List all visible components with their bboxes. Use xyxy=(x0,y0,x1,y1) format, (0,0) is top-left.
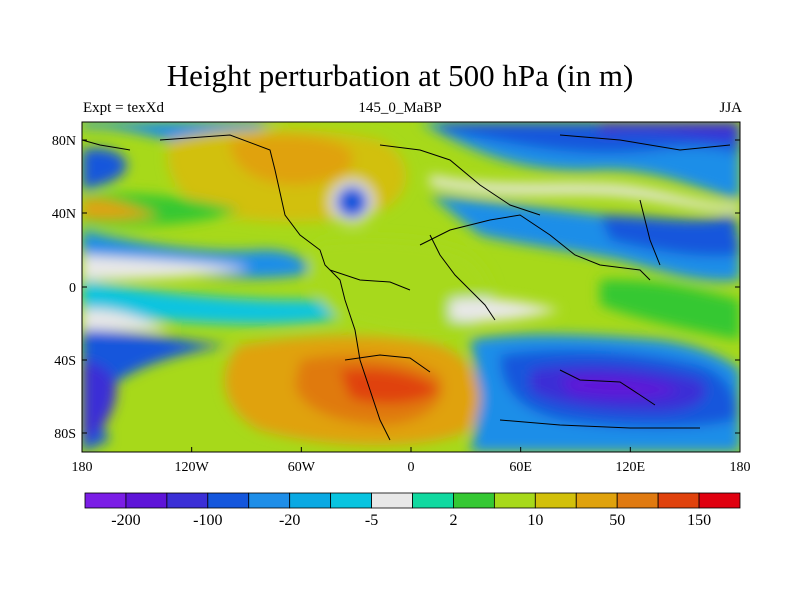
colorbar-swatch xyxy=(248,492,291,509)
season-label: JJA xyxy=(719,100,742,116)
x-tick-label: 120E xyxy=(616,460,646,475)
y-tick-label: 40N xyxy=(52,207,76,222)
x-tick-label: 0 xyxy=(408,460,415,475)
colorbar-label: -200 xyxy=(111,512,140,529)
colorbar-swatch xyxy=(493,492,536,509)
x-tick-label: 120W xyxy=(175,460,210,475)
colorbar-label: 150 xyxy=(687,512,711,529)
colorbar-swatch xyxy=(371,492,413,509)
latitude-axis: 80N 40N 0 40S 80S xyxy=(52,134,740,442)
colorbar-swatch xyxy=(534,492,577,509)
y-tick-label: 80N xyxy=(52,134,76,149)
colorbar-swatch xyxy=(575,492,618,509)
colorbar-label: 50 xyxy=(609,512,625,529)
x-tick-label: 180 xyxy=(72,460,93,475)
colorbar-swatch xyxy=(698,492,741,509)
colorbar-swatch xyxy=(289,492,332,509)
colorbar-swatch xyxy=(453,492,495,509)
colorbar-label: -20 xyxy=(279,512,300,529)
longitude-axis: 180 120W 60W 0 60E 120E 180 xyxy=(72,447,751,475)
contour-field xyxy=(82,122,740,452)
y-tick-label: 40S xyxy=(54,354,76,369)
y-tick-label: 80S xyxy=(54,427,76,442)
period-label: 145_0_MaBP xyxy=(358,100,442,116)
page-title: Height perturbation at 500 hPa (in m) xyxy=(166,58,634,93)
colorbar-swatch xyxy=(207,492,250,509)
colorbar-swatch xyxy=(166,492,209,509)
colorbar-swatch xyxy=(412,492,454,509)
colorbar-label: 2 xyxy=(449,512,457,529)
colorbar-label: 10 xyxy=(527,512,543,529)
x-tick-label: 180 xyxy=(730,460,751,475)
y-tick-label: 0 xyxy=(69,281,76,296)
colorbar-swatch xyxy=(657,492,700,509)
colorbar-label: -5 xyxy=(365,512,378,529)
experiment-label: Expt = texXd xyxy=(83,100,164,116)
colorbar-swatch xyxy=(125,492,168,509)
x-tick-label: 60E xyxy=(509,460,532,475)
colorbar-label: -100 xyxy=(193,512,222,529)
colorbar-swatch xyxy=(616,492,659,509)
colorbar-swatch xyxy=(330,492,372,509)
colorbar-swatch xyxy=(84,492,127,509)
x-tick-label: 60W xyxy=(288,460,316,475)
colorbar: -200 -100 -20 -5 2 10 50 150 xyxy=(84,492,741,529)
coastlines xyxy=(82,134,731,441)
